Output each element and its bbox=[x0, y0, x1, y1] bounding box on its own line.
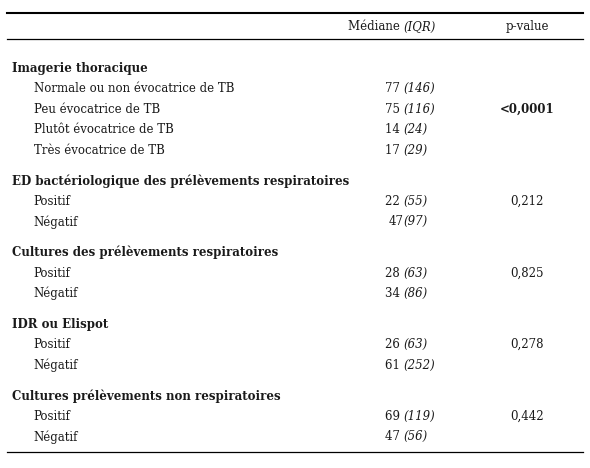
Text: (116): (116) bbox=[404, 103, 435, 116]
Text: Négatif: Négatif bbox=[34, 287, 78, 300]
Text: <0,0001: <0,0001 bbox=[500, 103, 554, 116]
Text: 0,825: 0,825 bbox=[510, 267, 544, 279]
Text: Positif: Positif bbox=[34, 338, 71, 351]
Text: 0,278: 0,278 bbox=[510, 338, 544, 351]
Text: (119): (119) bbox=[404, 410, 435, 423]
Text: (24): (24) bbox=[404, 123, 428, 136]
Text: (29): (29) bbox=[404, 144, 428, 157]
Text: (252): (252) bbox=[404, 358, 435, 372]
Text: Peu évocatrice de TB: Peu évocatrice de TB bbox=[34, 103, 160, 116]
Text: 77: 77 bbox=[385, 82, 404, 95]
Text: Positif: Positif bbox=[34, 195, 71, 208]
Text: Négatif: Négatif bbox=[34, 215, 78, 229]
Text: Très évocatrice de TB: Très évocatrice de TB bbox=[34, 144, 165, 157]
Text: 0,212: 0,212 bbox=[510, 195, 543, 208]
Text: Plutôt évocatrice de TB: Plutôt évocatrice de TB bbox=[34, 123, 173, 136]
Text: (86): (86) bbox=[404, 287, 428, 300]
Text: (IQR): (IQR) bbox=[404, 21, 436, 34]
Text: Négatif: Négatif bbox=[34, 430, 78, 444]
Text: Positif: Positif bbox=[34, 267, 71, 279]
Text: (55): (55) bbox=[404, 195, 428, 208]
Text: 28: 28 bbox=[385, 267, 404, 279]
Text: (56): (56) bbox=[404, 431, 428, 443]
Text: 61: 61 bbox=[385, 358, 404, 372]
Text: ED bactériologique des prélèvements respiratoires: ED bactériologique des prélèvements resp… bbox=[12, 174, 349, 188]
Text: 47: 47 bbox=[385, 431, 404, 443]
Text: Cultures prélèvements non respiratoires: Cultures prélèvements non respiratoires bbox=[12, 389, 281, 402]
Text: 34: 34 bbox=[385, 287, 404, 300]
Text: 17: 17 bbox=[385, 144, 404, 157]
Text: 47: 47 bbox=[389, 215, 404, 228]
Text: (146): (146) bbox=[404, 82, 435, 95]
Text: Médiane: Médiane bbox=[348, 21, 404, 34]
Text: (97): (97) bbox=[404, 215, 428, 228]
Text: (63): (63) bbox=[404, 267, 428, 279]
Text: 14: 14 bbox=[385, 123, 404, 136]
Text: IDR ou Elispot: IDR ou Elispot bbox=[12, 318, 108, 331]
Text: 22: 22 bbox=[385, 195, 404, 208]
Text: 26: 26 bbox=[385, 338, 404, 351]
Text: Négatif: Négatif bbox=[34, 358, 78, 372]
Text: Positif: Positif bbox=[34, 410, 71, 423]
Text: p-value: p-value bbox=[505, 21, 549, 34]
Text: 69: 69 bbox=[385, 410, 404, 423]
Text: 75: 75 bbox=[385, 103, 404, 116]
Text: 0,442: 0,442 bbox=[510, 410, 544, 423]
Text: Cultures des prélèvements respiratoires: Cultures des prélèvements respiratoires bbox=[12, 246, 278, 259]
Text: (63): (63) bbox=[404, 338, 428, 351]
Text: Normale ou non évocatrice de TB: Normale ou non évocatrice de TB bbox=[34, 82, 234, 95]
Text: Imagerie thoracique: Imagerie thoracique bbox=[12, 62, 148, 75]
